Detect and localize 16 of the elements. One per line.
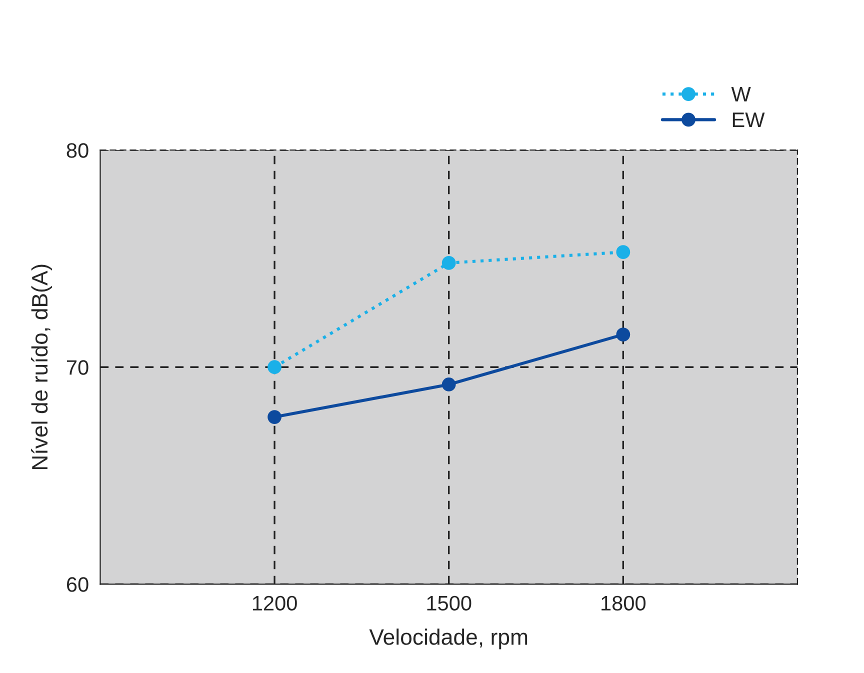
point (268, 410, 282, 424)
y-tick-label: 70 (67, 360, 88, 375)
legend-label: W (731, 87, 751, 102)
y-tick-label: 60 (67, 577, 88, 592)
x-axis-title: Velocidade, rpm (369, 628, 528, 650)
point (442, 256, 456, 270)
legend-label: EW (732, 112, 765, 128)
x-tick-label: 1800 (602, 596, 646, 611)
x-tick-label: 1500 (427, 596, 472, 611)
y-axis-title: Nível de ruído, dB(A) (31, 264, 52, 470)
point (268, 360, 282, 374)
point (442, 378, 456, 392)
point (616, 245, 630, 260)
y-tick-label: 80 (66, 143, 88, 158)
x-tick-label: 1200 (252, 596, 297, 611)
point (616, 328, 630, 342)
